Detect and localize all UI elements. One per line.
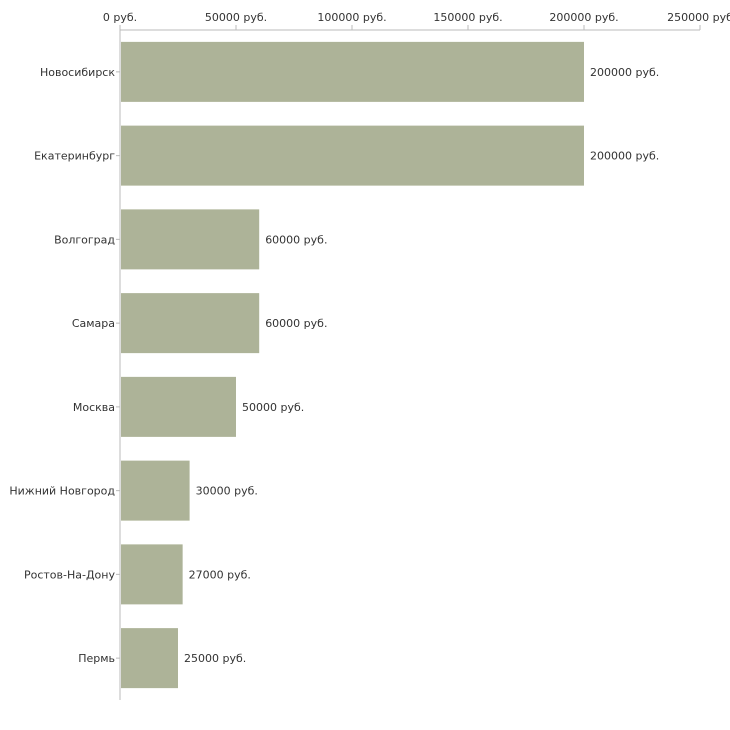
x-tick-label: 100000 руб. bbox=[317, 11, 386, 24]
value-label: 27000 руб. bbox=[189, 568, 251, 581]
axis-layer: 0 руб. 50000 руб. 100000 руб. 150000 руб. 20… bbox=[103, 11, 730, 700]
category-label: Нижний Новгород bbox=[9, 485, 115, 498]
category-label: Волгоград bbox=[54, 233, 115, 246]
value-label: 25000 руб. bbox=[184, 652, 246, 665]
bar bbox=[121, 628, 178, 689]
value-label: 200000 руб. bbox=[590, 150, 659, 163]
category-label: Екатеринбург bbox=[34, 150, 115, 163]
bar bbox=[121, 125, 584, 186]
bar bbox=[121, 41, 584, 102]
value-label: 60000 руб. bbox=[265, 233, 327, 246]
x-tick-label: 200000 руб. bbox=[549, 11, 618, 24]
category-label: Ростов-На-Дону bbox=[24, 568, 115, 581]
category-label: Москва bbox=[73, 401, 115, 414]
bar bbox=[121, 293, 260, 354]
bars-layer bbox=[121, 41, 584, 689]
bar bbox=[121, 544, 183, 605]
category-label: Новосибирск bbox=[40, 66, 115, 79]
x-tick-label: 250000 руб bbox=[667, 11, 730, 24]
x-tick-label: 150000 руб. bbox=[433, 11, 502, 24]
value-label: 50000 руб. bbox=[242, 401, 304, 414]
category-label: Пермь bbox=[78, 652, 115, 665]
value-label: 200000 руб. bbox=[590, 66, 659, 79]
bar bbox=[121, 209, 260, 270]
value-label: 60000 руб. bbox=[265, 317, 327, 330]
labels-layer: Новосибирск 200000 руб. Екатеринбург 200000… bbox=[9, 66, 659, 665]
x-tick-label: 50000 руб. bbox=[205, 11, 267, 24]
bar bbox=[121, 460, 190, 521]
category-label: Самара bbox=[72, 317, 115, 330]
x-tick-label: 0 руб. bbox=[103, 11, 137, 24]
value-label: 30000 руб. bbox=[196, 485, 258, 498]
bar bbox=[121, 376, 236, 437]
